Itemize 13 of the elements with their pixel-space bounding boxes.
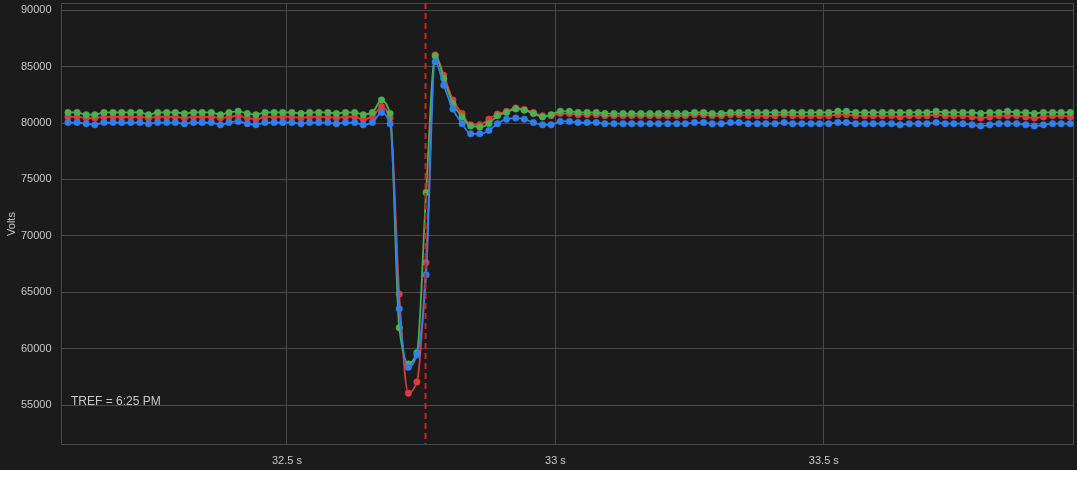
y-tick-label: 80000 bbox=[20, 116, 52, 129]
y-axis-title: Volts bbox=[4, 211, 17, 236]
y-tick-label: 55000 bbox=[20, 398, 52, 411]
x-tick-label: 33 s bbox=[545, 453, 567, 466]
x-tick-label: 33.5 s bbox=[808, 453, 840, 466]
x-tick-label: 32.5 s bbox=[272, 453, 303, 466]
y-tick-label: 70000 bbox=[20, 228, 52, 241]
annotation: TREF = 6:25 PM bbox=[71, 394, 161, 408]
y-tick-label: 85000 bbox=[20, 59, 52, 72]
y-tick-label: 75000 bbox=[20, 172, 52, 185]
y-tick-label: 65000 bbox=[20, 285, 52, 298]
y-tick-label: 90000 bbox=[20, 3, 52, 16]
y-tick-label: 60000 bbox=[20, 341, 52, 354]
